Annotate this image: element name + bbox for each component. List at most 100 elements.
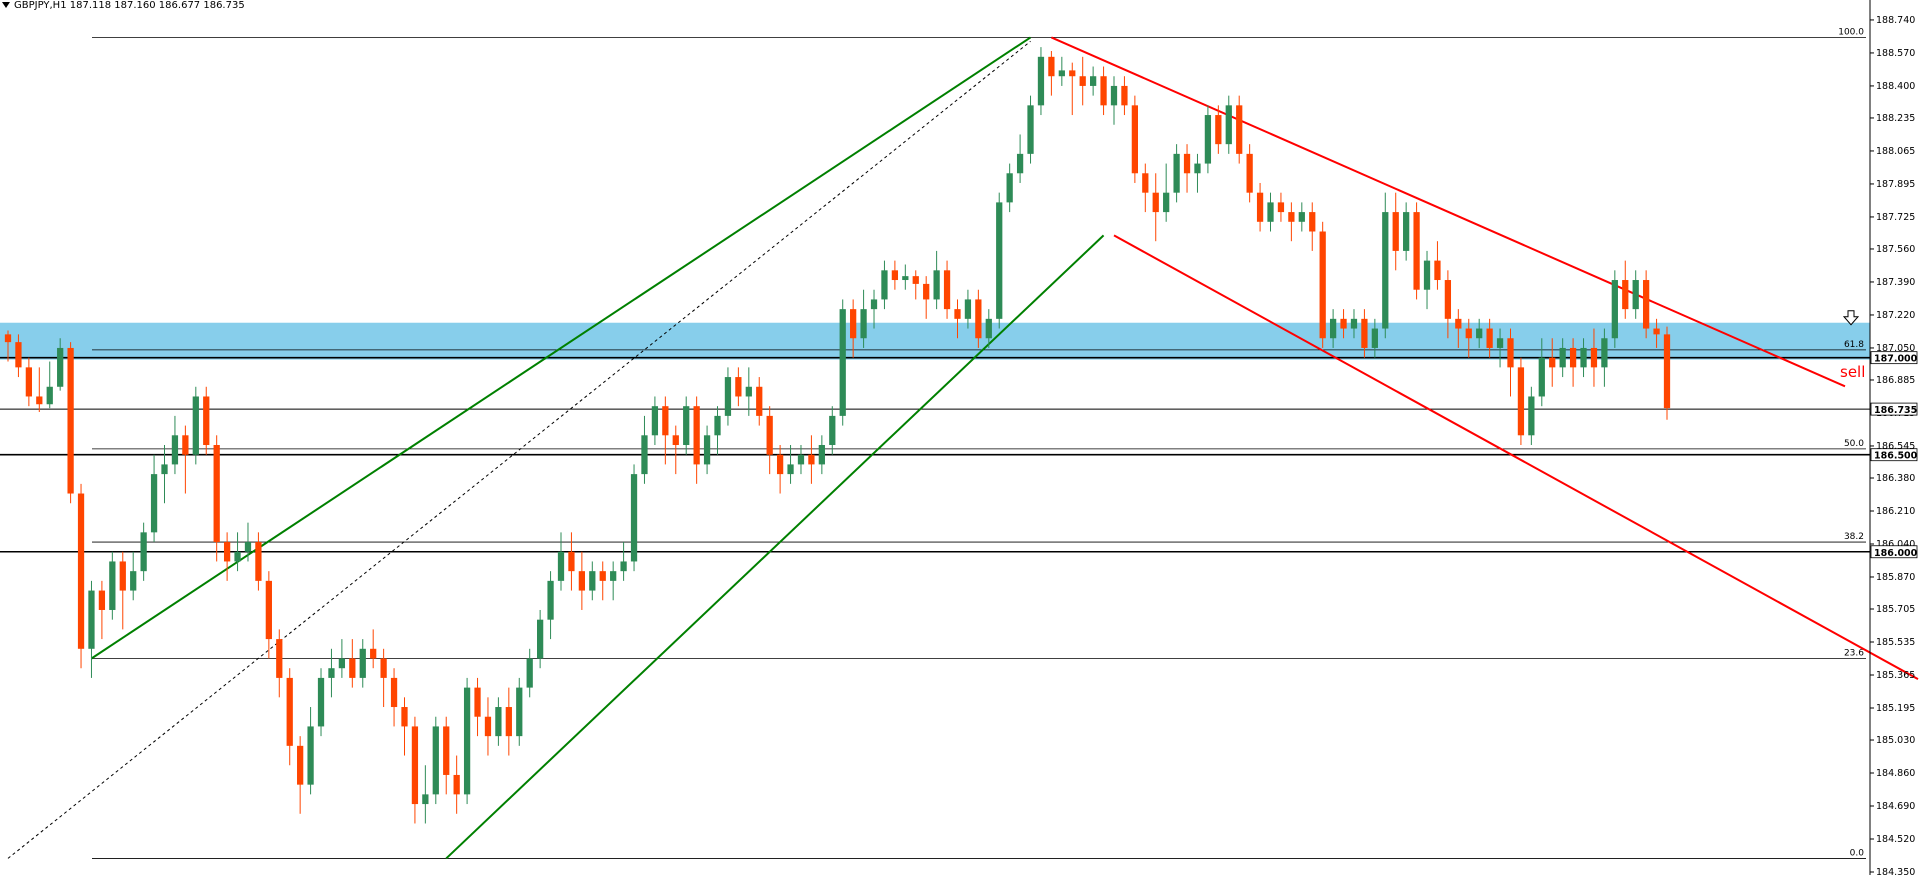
fib-level-label: 50.0 [1844, 439, 1864, 449]
candle-body [161, 464, 168, 475]
candle-body [881, 270, 888, 300]
price-label-box [1870, 351, 1918, 365]
candle [693, 396, 700, 484]
up-channel-bottom-line [445, 234, 1105, 860]
candle [1194, 153, 1201, 193]
candle-body [1027, 105, 1034, 154]
candle-body [255, 542, 262, 581]
candle-body [724, 377, 732, 416]
candle [620, 542, 627, 581]
candle-body [1434, 260, 1441, 281]
candle-body [36, 396, 43, 405]
candle [1371, 318, 1378, 358]
candle-body [98, 590, 106, 610]
candle [1090, 66, 1097, 96]
candle-body [703, 435, 711, 465]
candle [776, 445, 784, 494]
candle-body [1653, 328, 1660, 335]
candle-body [839, 309, 846, 416]
candle [860, 289, 867, 348]
candle [933, 250, 940, 310]
chevron-down-icon[interactable] [2, 2, 10, 8]
price-label-text: 186.735 [1874, 405, 1917, 416]
candle-body [735, 377, 742, 397]
candle-body [943, 270, 951, 310]
candle-body [1455, 318, 1462, 329]
candle [1601, 328, 1608, 387]
candle [599, 561, 606, 601]
down-channel-bottom-line [1113, 234, 1919, 680]
candle-body [276, 639, 283, 678]
candle-body [213, 445, 220, 543]
candle [578, 551, 585, 610]
candle-body [1423, 260, 1431, 290]
candle-body [714, 415, 721, 436]
y-tick-label: 186.210 [1876, 506, 1915, 517]
candle-body [1225, 105, 1232, 145]
candle-body [370, 648, 377, 659]
candle [401, 697, 408, 756]
candle-body [1622, 280, 1629, 310]
price-label-text: 187.000 [1874, 354, 1918, 365]
candle [537, 609, 544, 669]
candle-body [67, 347, 74, 494]
candle-body [1486, 328, 1493, 348]
candle-body [537, 619, 544, 659]
candle-body [1538, 357, 1545, 397]
candle [1549, 338, 1556, 387]
candle [1517, 357, 1525, 445]
candle [1288, 202, 1295, 242]
y-tick-label: 185.365 [1876, 670, 1915, 681]
down-channel-top-line [1050, 36, 1846, 388]
candle [1298, 202, 1305, 232]
candle [1340, 309, 1347, 339]
candle-body [651, 406, 659, 436]
candle-body [1319, 231, 1326, 339]
candle [1413, 202, 1420, 300]
candle [1423, 250, 1431, 310]
candle [474, 677, 481, 737]
candle [703, 425, 711, 475]
candle-body [46, 386, 53, 405]
candle-body [1663, 334, 1671, 409]
candle-body [307, 726, 314, 785]
candle-body [297, 745, 304, 785]
fib-level-label: 23.6 [1844, 649, 1864, 659]
y-tick-label: 186.040 [1876, 539, 1915, 550]
candle [1215, 105, 1222, 154]
candle [203, 386, 210, 455]
fib-level-label: 61.8 [1844, 340, 1864, 350]
candle-body [808, 454, 815, 465]
candle [839, 299, 846, 426]
candle [1027, 95, 1034, 164]
candle-body [223, 542, 231, 562]
candle [67, 342, 74, 504]
candle-body [1309, 212, 1316, 232]
candle-body [119, 561, 126, 591]
candle-body [484, 716, 492, 737]
y-tick-label: 184.860 [1876, 768, 1915, 779]
candle [453, 755, 460, 814]
candle [766, 406, 773, 475]
candle-body [1465, 328, 1472, 339]
candle-body [1142, 173, 1149, 193]
candle [651, 396, 659, 445]
candle-body [1496, 338, 1504, 348]
candle-body [4, 334, 12, 343]
resistance-zone [0, 322, 1870, 360]
candle [15, 334, 22, 378]
candle [317, 668, 325, 737]
candle-body [599, 571, 606, 581]
candle-body [1559, 347, 1566, 368]
candle [1183, 144, 1191, 193]
candle [484, 697, 492, 756]
candle [265, 571, 272, 659]
candle [432, 716, 439, 805]
candle-body [328, 668, 335, 678]
candle-body [1006, 173, 1013, 203]
candle [234, 532, 241, 572]
candle [57, 338, 64, 391]
candle-body [463, 687, 471, 795]
